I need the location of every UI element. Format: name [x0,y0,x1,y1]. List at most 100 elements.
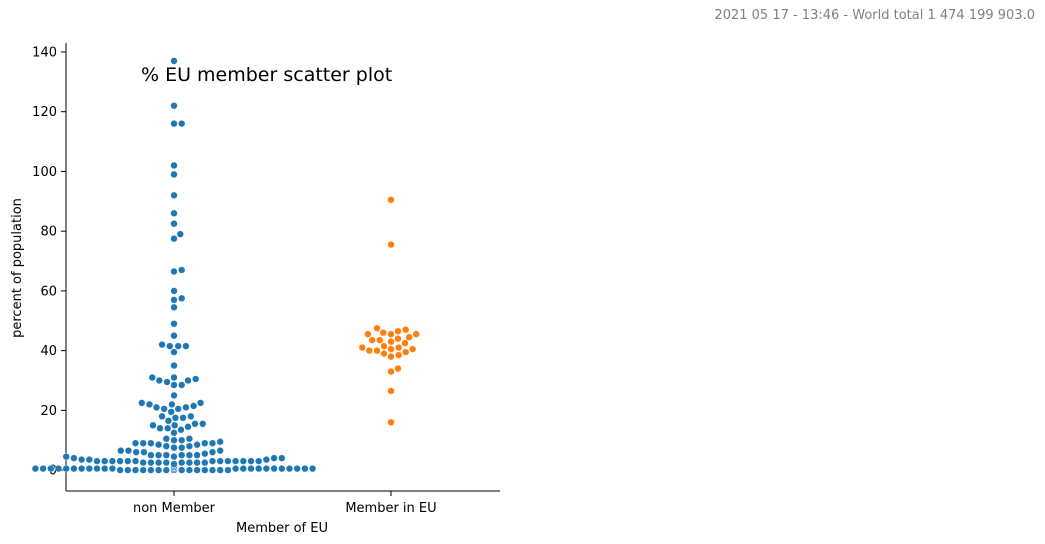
chart-title: % EU member scatter plot [141,64,392,86]
non-member-point [168,400,176,408]
non-member-point [178,444,186,452]
y-tick-label: 20 [40,404,57,419]
eu-member-point [387,387,395,395]
y-tick-label: 40 [40,344,57,359]
non-member-point [147,466,155,474]
non-member-point [164,417,173,425]
non-member-point [301,465,309,473]
non-member-point [187,412,195,420]
non-member-point [108,457,117,465]
non-member-point [140,448,148,456]
eu-member-point [387,345,395,353]
non-member-point [178,436,186,444]
non-member-point [201,450,209,458]
non-member-point [232,465,240,473]
non-member-point [170,453,178,461]
y-tick-label: 120 [32,105,57,120]
eu-member-point [365,347,373,355]
non-member-point [101,465,109,473]
y-axis-label: percent of population [10,198,25,338]
non-member-point [170,209,178,217]
non-member-point [101,457,109,465]
non-member-point [170,235,178,243]
non-member-point [170,102,178,110]
non-member-point [309,465,317,473]
non-member-point [131,457,140,465]
eu-member-point [394,364,402,373]
non-member-point [31,465,40,473]
non-member-point [255,457,263,465]
non-member-point [224,466,232,474]
non-member-point [177,426,185,434]
non-member-point [201,459,209,467]
non-member-point [139,439,147,447]
non-member-point [216,438,224,446]
non-member-point [62,465,70,473]
non-member-point [54,465,63,473]
y-axis: 020406080100120140 [32,43,67,491]
non-member-point [262,465,271,473]
non-member-point [139,466,147,474]
non-member-point [155,466,163,474]
non-member-point [176,230,184,238]
eu-member-point [402,348,410,356]
eu-member-point [387,353,395,361]
non-member-point [160,405,168,413]
non-member-point [185,459,194,467]
non-member-point [184,376,192,385]
eu-member-point [402,326,410,334]
non-member-point [170,287,178,295]
eu-member-point [379,329,387,337]
non-member-point [77,456,86,464]
eu-member-point [358,344,366,352]
non-member-point [148,373,156,382]
x-axis: non Member Member in EU [66,490,500,516]
non-member-point [132,448,140,456]
non-member-point [117,447,125,455]
eu-member-point [387,196,395,204]
non-member-point [278,454,286,462]
non-member-point [247,465,255,473]
non-member-point [149,421,157,429]
non-member-point [239,465,247,473]
non-member-point [178,294,186,302]
non-member-point [178,451,186,459]
eu-member-point [395,351,403,359]
non-member-point [170,361,178,370]
non-member-point [171,414,180,422]
eu-member-point [373,324,381,332]
non-member-point [182,403,190,411]
y-tick-label: 100 [32,165,57,180]
non-member-point [147,451,155,459]
non-member-point [208,466,217,474]
non-member-point [170,391,178,400]
y-tick-label: 60 [40,284,57,299]
non-member-point [39,465,47,473]
non-member-point [70,465,78,473]
non-member-point [108,465,117,473]
non-member-point [208,457,217,465]
non-member-point [164,424,172,432]
non-member-point [278,465,286,473]
non-member-point [174,405,182,413]
non-member-point [197,399,205,407]
non-member-point [171,421,179,429]
non-member-point [138,399,146,407]
non-member-point [178,266,186,274]
non-member-point [170,191,178,199]
eu-member-point [387,241,395,249]
non-member-point [131,466,140,474]
non-member-point [216,457,224,465]
non-member-point [192,375,200,383]
non-member-point [170,303,178,311]
data-points [31,57,420,474]
non-member-point [158,341,166,349]
non-member-point [216,466,224,474]
eu-member-point [380,350,388,358]
non-member-point [170,161,178,170]
eu-member-point [387,418,395,426]
eu-member-point [380,342,388,350]
non-member-point [85,456,93,464]
non-member-point [147,459,155,467]
